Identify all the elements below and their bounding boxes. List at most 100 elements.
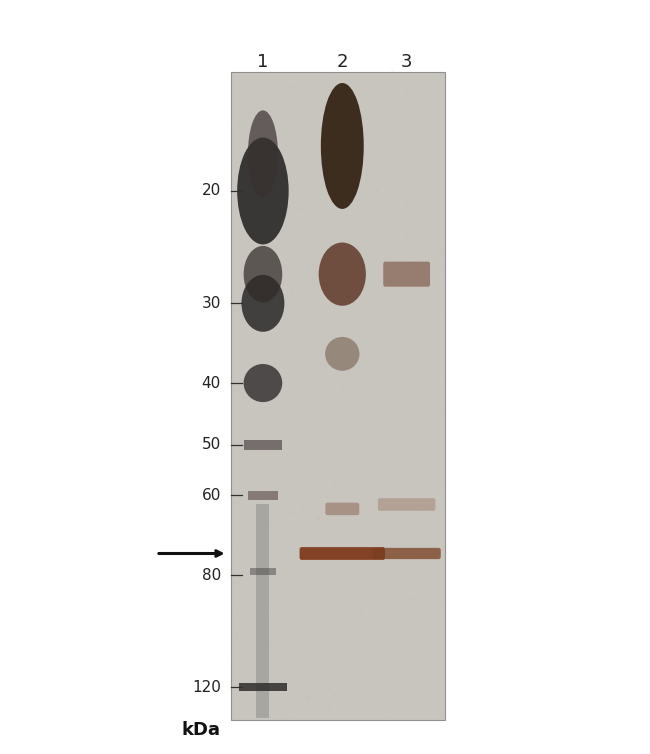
Bar	[300, 421, 304, 423]
Bar	[335, 293, 338, 294]
Bar	[331, 473, 333, 474]
Bar	[387, 201, 390, 202]
Bar	[402, 513, 403, 515]
Bar	[271, 496, 274, 497]
Bar	[335, 535, 337, 537]
Bar	[259, 340, 263, 341]
Bar	[348, 322, 350, 324]
Bar	[250, 365, 254, 368]
Bar	[366, 458, 370, 461]
Bar	[245, 132, 246, 135]
Bar	[310, 535, 312, 537]
Bar	[387, 137, 389, 139]
Bar	[380, 661, 382, 664]
Bar	[311, 366, 313, 367]
Bar	[300, 694, 303, 696]
Bar	[250, 694, 254, 695]
Bar	[289, 687, 292, 688]
Bar	[391, 69, 395, 72]
Bar	[298, 508, 300, 509]
Bar	[380, 279, 383, 280]
Bar	[441, 136, 442, 139]
Bar	[377, 228, 380, 230]
Bar	[384, 579, 386, 582]
Bar	[396, 438, 399, 441]
Bar	[331, 335, 335, 337]
Bar	[237, 509, 240, 510]
Bar	[426, 590, 428, 592]
Bar	[402, 126, 404, 127]
Bar	[434, 275, 437, 277]
Bar	[266, 411, 268, 413]
Bar	[426, 287, 429, 288]
Bar	[350, 606, 351, 608]
Bar	[310, 206, 311, 209]
Bar	[333, 79, 335, 82]
Bar	[284, 701, 287, 703]
Bar	[442, 251, 445, 254]
Bar	[418, 507, 420, 509]
Bar	[372, 673, 374, 675]
Bar	[239, 265, 242, 266]
Bar	[281, 710, 282, 712]
Bar	[279, 348, 281, 350]
Bar	[287, 428, 291, 429]
Bar	[305, 391, 307, 393]
Bar	[253, 356, 257, 357]
Bar	[431, 519, 434, 520]
Text: 30: 30	[202, 296, 221, 311]
Bar	[263, 434, 266, 437]
Bar	[356, 264, 357, 267]
Bar	[297, 207, 300, 210]
Bar	[277, 481, 279, 482]
Ellipse shape	[248, 110, 278, 198]
Bar	[378, 195, 381, 198]
Bar	[290, 294, 294, 295]
Bar	[340, 417, 341, 419]
Bar	[290, 269, 293, 270]
Bar	[359, 280, 363, 283]
Bar	[367, 400, 371, 402]
Bar	[348, 692, 352, 694]
Bar	[357, 538, 360, 539]
Bar	[301, 695, 304, 697]
Bar	[272, 633, 273, 636]
Bar	[378, 266, 379, 267]
Bar	[374, 86, 375, 87]
Bar	[389, 495, 390, 496]
Bar	[393, 524, 396, 526]
Bar	[294, 602, 297, 605]
Bar	[330, 682, 333, 684]
Bar	[375, 295, 376, 296]
Bar	[320, 114, 321, 116]
Bar	[376, 486, 377, 489]
Bar	[312, 689, 313, 691]
Bar	[315, 684, 317, 685]
Bar	[427, 704, 428, 706]
Bar	[300, 505, 304, 507]
Bar	[437, 123, 439, 124]
Bar	[287, 159, 290, 161]
Bar	[431, 211, 432, 213]
Bar	[330, 251, 332, 253]
Bar	[340, 271, 343, 273]
Bar	[391, 172, 395, 173]
Bar	[262, 87, 266, 89]
Bar	[387, 97, 388, 98]
Bar	[331, 124, 332, 125]
Bar	[309, 78, 311, 81]
Bar	[392, 261, 395, 264]
Bar	[415, 668, 416, 670]
Bar	[246, 207, 248, 209]
Bar	[422, 586, 423, 588]
Bar	[410, 691, 411, 694]
Bar	[437, 100, 439, 103]
Bar	[402, 403, 403, 405]
Bar	[406, 613, 407, 616]
Bar	[393, 636, 397, 639]
Bar	[405, 92, 409, 93]
Bar	[382, 169, 383, 172]
Bar	[380, 140, 381, 143]
Bar	[324, 699, 327, 701]
Bar	[423, 592, 426, 593]
